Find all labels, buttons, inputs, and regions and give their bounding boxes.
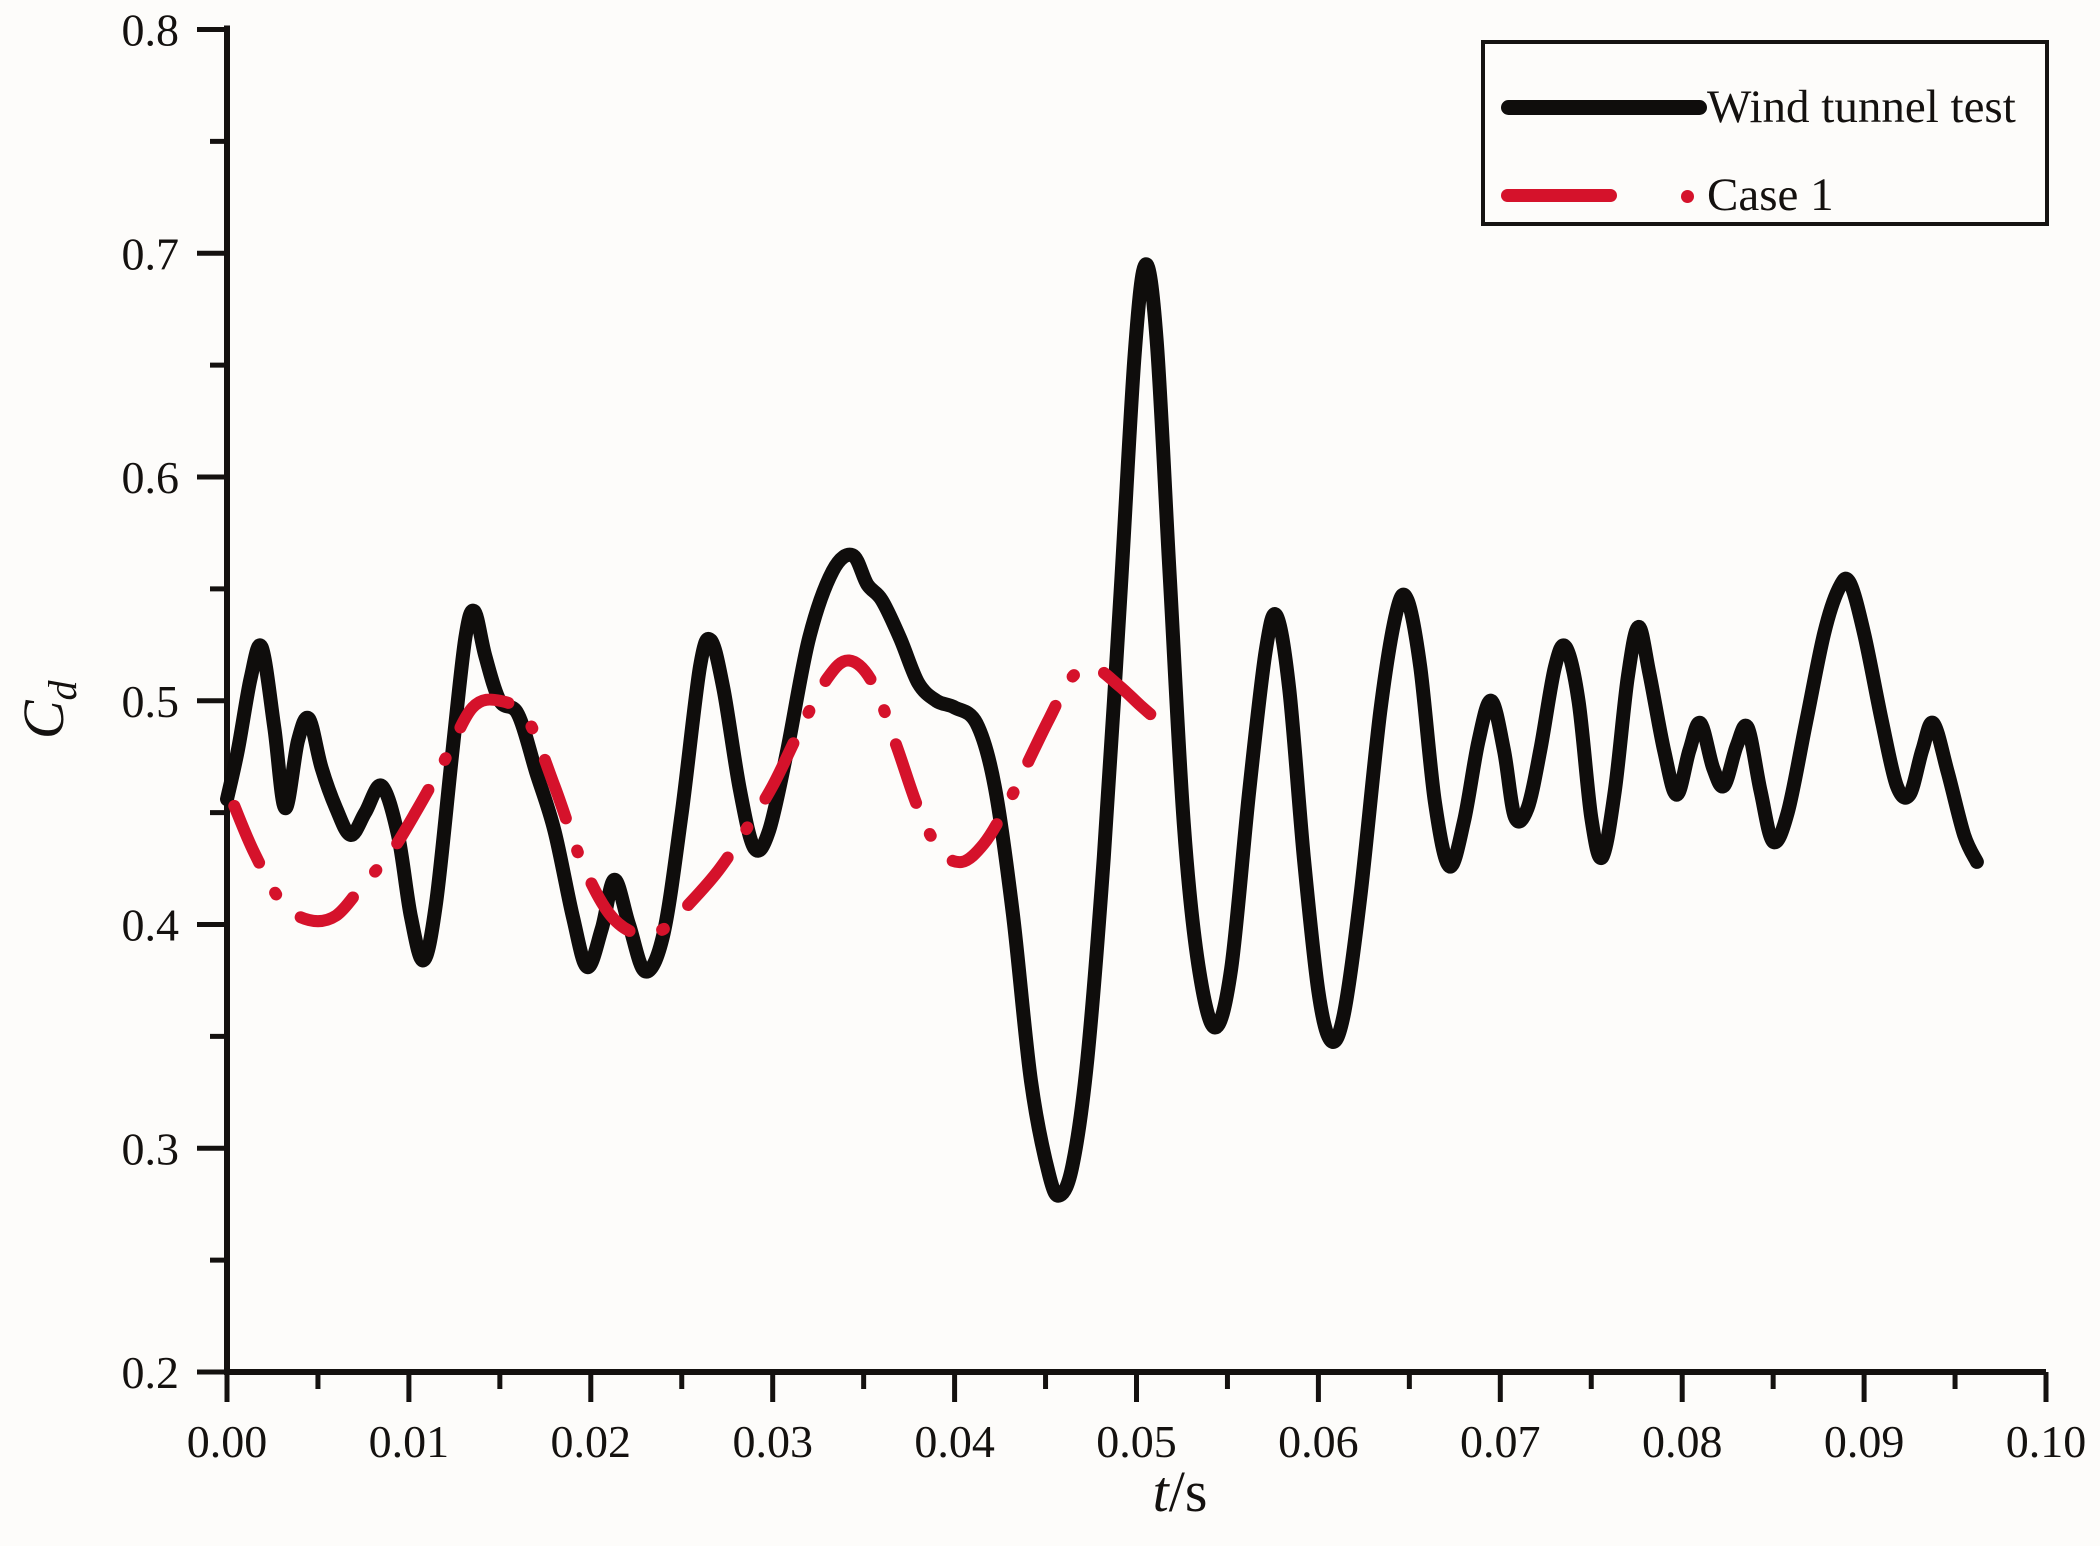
x-tick-label: 0.03: [732, 1416, 813, 1467]
legend: Wind tunnel test Case 1: [1481, 40, 2049, 226]
series-line-wind-tunnel-test: [220, 257, 1984, 1203]
x-tick-label: 0.02: [551, 1416, 632, 1467]
legend-item-wind-tunnel-test: Wind tunnel test: [1485, 82, 2045, 132]
x-tick-label: 0.09: [1824, 1416, 1905, 1467]
legend-sample-dash-dot-line: [1485, 170, 1707, 220]
x-tick-label: 0.05: [1096, 1416, 1177, 1467]
y-tick-label: 0.2: [122, 1347, 180, 1398]
y-tick-label: 0.5: [122, 676, 180, 727]
y-tick-label: 0.4: [122, 900, 180, 951]
legend-label-case-1: Case 1: [1707, 169, 1834, 221]
y-axis-title-main: C: [11, 700, 77, 740]
y-tick-label: 0.3: [122, 1123, 180, 1174]
x-tick-label: 0.04: [914, 1416, 995, 1467]
y-axis-title-sub: d: [39, 680, 85, 701]
x-tick-label: 0.00: [187, 1416, 268, 1467]
x-axis-title-rest: /s: [1168, 1459, 1208, 1524]
y-tick-label: 0.6: [122, 452, 180, 503]
x-tick-label: 0.01: [369, 1416, 450, 1467]
series-line-case-1: [228, 654, 1165, 941]
y-tick-label: 0.7: [122, 228, 180, 279]
x-tick-label: 0.08: [1642, 1416, 1723, 1467]
x-axis-title: t/s: [1080, 1458, 1280, 1525]
legend-sample-solid-line: [1485, 82, 1707, 132]
x-tick-label: 0.06: [1278, 1416, 1359, 1467]
legend-label-wind-tunnel-test: Wind tunnel test: [1707, 81, 2016, 133]
y-axis-title: Cd: [10, 600, 86, 820]
legend-item-case-1: Case 1: [1485, 170, 2045, 220]
x-tick-label: 0.07: [1460, 1416, 1541, 1467]
y-tick-label: 0.8: [122, 5, 180, 56]
x-axis-title-italic: t: [1152, 1459, 1169, 1524]
x-tick-label: 0.10: [2006, 1416, 2087, 1467]
